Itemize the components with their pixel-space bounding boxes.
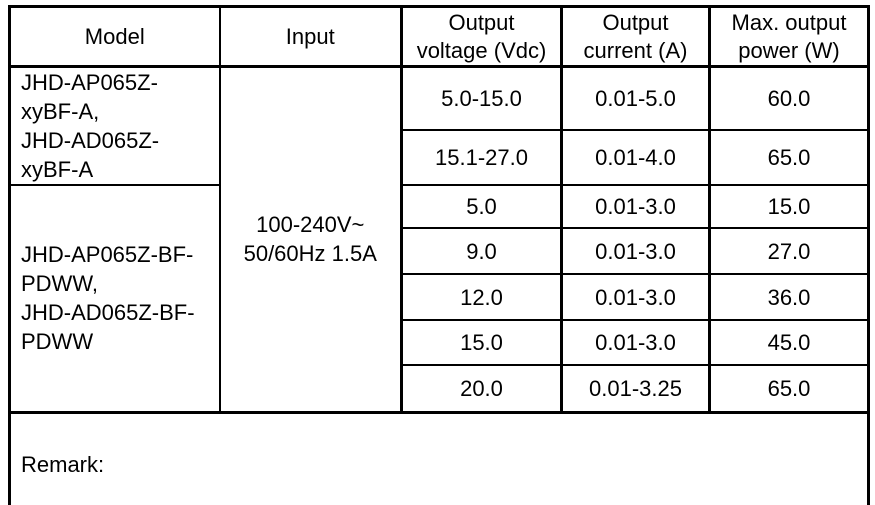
voltage-cell: 9.0 xyxy=(400,227,563,275)
column-header-output-voltage: Output voltage (Vdc) xyxy=(400,5,563,68)
column-header-input: Input xyxy=(218,5,403,68)
power-cell: 36.0 xyxy=(708,273,870,321)
current-cell: 0.01-3.0 xyxy=(560,227,711,275)
power-cell: 15.0 xyxy=(708,184,870,229)
table-row: 12.0 0.01-3.0 36.0 xyxy=(10,273,870,321)
current-cell: 0.01-5.0 xyxy=(560,65,711,131)
current-cell: 0.01-3.0 xyxy=(560,319,711,366)
voltage-cell: 15.0 xyxy=(400,319,563,366)
table-row: 20.0 0.01-3.25 65.0 xyxy=(10,364,870,413)
table-row: 15.1-27.0 0.01-4.0 65.0 xyxy=(10,128,870,187)
input-cell: 100-240V~ 50/60Hz 1.5A xyxy=(218,65,403,413)
table-row: JHD-AP065Z- xyBF-A, JHD-AD065Z- xyBF-A 1… xyxy=(8,65,870,413)
power-cell: 65.0 xyxy=(708,128,870,187)
model-group-1-cell: JHD-AP065Z- xyBF-A, JHD-AD065Z- xyBF-A xyxy=(8,65,221,186)
remark-cell: Remark: “AP” in the model no. mean direc… xyxy=(8,410,870,505)
table-row: 15.0 0.01-3.0 45.0 xyxy=(10,319,870,366)
model-group-2-cell: JHD-AP065Z-BF- PDWW, JHD-AD065Z-BF- PDWW xyxy=(8,184,221,413)
current-cell: 0.01-3.0 xyxy=(560,273,711,321)
current-cell: 0.01-3.0 xyxy=(560,184,711,229)
voltage-cell: 12.0 xyxy=(400,273,563,321)
remark-title: Remark: xyxy=(21,451,105,477)
power-cell: 45.0 xyxy=(708,319,870,366)
power-cell: 65.0 xyxy=(708,364,870,413)
column-header-output-current: Output current (A) xyxy=(560,5,711,68)
remark-row: Remark: “AP” in the model no. mean direc… xyxy=(8,410,870,505)
power-cell: 60.0 xyxy=(708,65,870,131)
voltage-cell: 5.0 xyxy=(400,184,563,229)
voltage-cell: 20.0 xyxy=(400,364,563,413)
table-row: JHD-AP065Z-BF- PDWW, JHD-AD065Z-BF- PDWW… xyxy=(8,184,870,413)
voltage-cell: 15.1-27.0 xyxy=(400,128,563,187)
table-row: 9.0 0.01-3.0 27.0 xyxy=(10,227,870,275)
header-row: Model Input Output voltage (Vdc) Output … xyxy=(8,5,870,68)
current-cell: 0.01-4.0 xyxy=(560,128,711,187)
power-cell: 27.0 xyxy=(708,227,870,275)
voltage-cell: 5.0-15.0 xyxy=(400,65,563,131)
power-spec-table: Model Input Output voltage (Vdc) Output … xyxy=(8,5,870,505)
column-header-max-output-power: Max. output power (W) xyxy=(708,5,870,68)
column-header-model: Model xyxy=(8,5,221,68)
current-cell: 0.01-3.25 xyxy=(560,364,711,413)
